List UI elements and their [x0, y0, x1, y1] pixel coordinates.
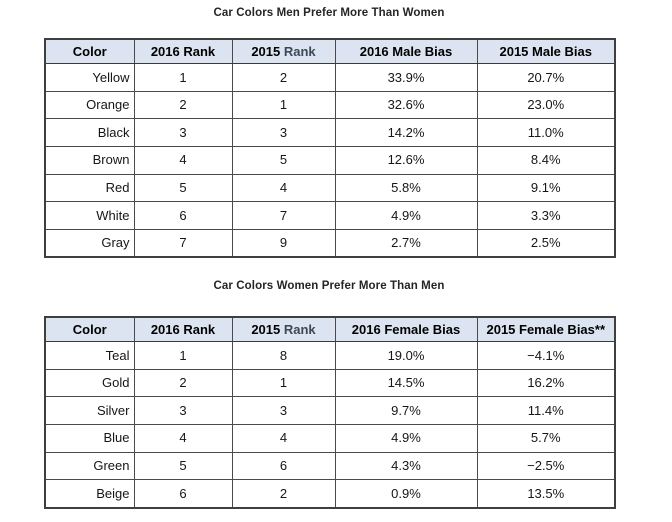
cell-2016-rank: 7	[133, 228, 233, 258]
cell-2015-rank: 4	[231, 423, 336, 453]
cell-2016-rank: 4	[133, 145, 233, 175]
header-row: Color 2016 Rank 2015 Rank 2016 Male Bias 201…	[44, 38, 616, 65]
rank-header-word: Rank	[283, 322, 316, 337]
cell-2015-rank: 7	[231, 201, 336, 230]
cell-2016-rank: 5	[133, 451, 233, 481]
cell-2015-male-bias: 20.7%	[476, 63, 616, 92]
cell-2016-male-bias: 5.8%	[334, 173, 478, 203]
cell-2016-rank: 1	[133, 63, 233, 92]
cell-2015-female-bias: 13.5%	[476, 479, 616, 509]
cell-2016-rank: 6	[133, 201, 233, 230]
column-header-2015-rank: 2015 Rank	[231, 316, 336, 343]
cell-color: Green	[44, 451, 135, 481]
column-header-2015-female-bias: 2015 Female Bias**	[476, 316, 616, 343]
column-header-2016-male-bias: 2016 Male Bias	[334, 38, 478, 65]
column-header-2015-rank: 2015 Rank	[231, 38, 336, 65]
cell-2015-male-bias: 11.0%	[476, 118, 616, 147]
cell-2016-female-bias: 9.7%	[334, 396, 478, 425]
cell-2015-rank: 2	[231, 63, 336, 92]
cell-2016-male-bias: 12.6%	[334, 145, 478, 175]
cell-color: Black	[44, 118, 135, 147]
table-row: Brown 4 5 12.6% 8.4%	[44, 145, 616, 175]
column-header-color: Color	[44, 316, 135, 343]
cell-2015-rank: 2	[231, 479, 336, 509]
cell-2016-rank: 4	[133, 423, 233, 453]
cell-2016-male-bias: 32.6%	[334, 90, 478, 120]
cell-2015-rank: 3	[231, 118, 336, 147]
cell-2016-male-bias: 2.7%	[334, 228, 478, 258]
column-header-2015-male-bias: 2015 Male Bias	[476, 38, 616, 65]
cell-2015-male-bias: 23.0%	[476, 90, 616, 120]
cell-2016-male-bias: 14.2%	[334, 118, 478, 147]
cell-2015-rank: 6	[231, 451, 336, 481]
table-row: White 6 7 4.9% 3.3%	[44, 201, 616, 230]
cell-2015-rank: 5	[231, 145, 336, 175]
cell-2015-rank: 9	[231, 228, 336, 258]
cell-2015-female-bias: −2.5%	[476, 451, 616, 481]
cell-2016-rank: 2	[133, 90, 233, 120]
cell-2015-rank: 1	[231, 90, 336, 120]
cell-2016-female-bias: 0.9%	[334, 479, 478, 509]
cell-2015-female-bias: 16.2%	[476, 368, 616, 398]
cell-color: Gray	[44, 228, 135, 258]
cell-2015-male-bias: 8.4%	[476, 145, 616, 175]
cell-2015-female-bias: 11.4%	[476, 396, 616, 425]
column-header-2016-rank: 2016 Rank	[133, 316, 233, 343]
cell-color: Brown	[44, 145, 135, 175]
table-row: Yellow 1 2 33.9% 20.7%	[44, 63, 616, 92]
cell-2016-rank: 6	[133, 479, 233, 509]
table-row: Black 3 3 14.2% 11.0%	[44, 118, 616, 147]
cell-color: Silver	[44, 396, 135, 425]
cell-color: Beige	[44, 479, 135, 509]
women-table-title: Car Colors Women Prefer More Than Men	[213, 280, 445, 292]
table-row: Green 5 6 4.3% −2.5%	[44, 451, 616, 481]
cell-2015-rank: 3	[231, 396, 336, 425]
cell-2015-rank: 8	[231, 341, 336, 370]
cell-2015-female-bias: 5.7%	[476, 423, 616, 453]
cell-2016-rank: 1	[133, 341, 233, 370]
table-row: Red 5 4 5.8% 9.1%	[44, 173, 616, 203]
cell-color: Teal	[44, 341, 135, 370]
cell-color: Gold	[44, 368, 135, 398]
men-table-title: Car Colors Men Prefer More Than Women	[213, 7, 445, 19]
women-table-section: Car Colors Women Prefer More Than Men Co…	[44, 279, 616, 509]
car-colors-women-table: Color 2016 Rank 2015 Rank 2016 Female Bias 2…	[44, 316, 616, 509]
cell-color: Yellow	[44, 63, 135, 92]
cell-2015-male-bias: 3.3%	[476, 201, 616, 230]
table-row: Gray 7 9 2.7% 2.5%	[44, 228, 616, 258]
cell-2016-female-bias: 19.0%	[334, 341, 478, 370]
cell-2016-female-bias: 4.9%	[334, 423, 478, 453]
cell-2016-female-bias: 14.5%	[334, 368, 478, 398]
cell-2016-rank: 5	[133, 173, 233, 203]
rank-header-word: Rank	[283, 44, 316, 59]
cell-2016-male-bias: 33.9%	[334, 63, 478, 92]
table-row: Silver 3 3 9.7% 11.4%	[44, 396, 616, 425]
car-colors-men-table: Color 2016 Rank 2015 Rank 2016 Male Bias 201…	[44, 38, 616, 259]
table-row: Blue 4 4 4.9% 5.7%	[44, 423, 616, 453]
header-row: Color 2016 Rank 2015 Rank 2016 Female Bias 2…	[44, 316, 616, 343]
cell-color: White	[44, 201, 135, 230]
cell-2015-male-bias: 9.1%	[476, 173, 616, 203]
cell-2015-female-bias: −4.1%	[476, 341, 616, 370]
column-header-2016-rank: 2016 Rank	[133, 38, 233, 65]
cell-2016-rank: 3	[133, 118, 233, 147]
table-row: Gold 2 1 14.5% 16.2%	[44, 368, 616, 398]
cell-2016-rank: 3	[133, 396, 233, 425]
cell-2016-female-bias: 4.3%	[334, 451, 478, 481]
cell-color: Red	[44, 173, 135, 203]
cell-2016-male-bias: 4.9%	[334, 201, 478, 230]
column-header-2016-female-bias: 2016 Female Bias	[334, 316, 478, 343]
table-row: Beige 6 2 0.9% 13.5%	[44, 479, 616, 509]
cell-color: Orange	[44, 90, 135, 120]
cell-2015-rank: 1	[231, 368, 336, 398]
column-header-color: Color	[44, 38, 135, 65]
men-table-section: Car Colors Men Prefer More Than Women Co…	[44, 6, 616, 259]
cell-2015-rank: 4	[231, 173, 336, 203]
cell-2015-male-bias: 2.5%	[476, 228, 616, 258]
table-row: Teal 1 8 19.0% −4.1%	[44, 341, 616, 370]
cell-2016-rank: 2	[133, 368, 233, 398]
cell-color: Blue	[44, 423, 135, 453]
table-row: Orange 2 1 32.6% 23.0%	[44, 90, 616, 120]
